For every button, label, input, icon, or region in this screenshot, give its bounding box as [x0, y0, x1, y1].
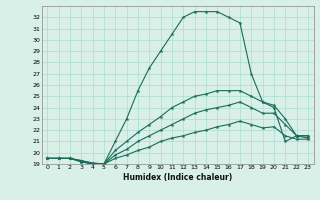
- X-axis label: Humidex (Indice chaleur): Humidex (Indice chaleur): [123, 173, 232, 182]
